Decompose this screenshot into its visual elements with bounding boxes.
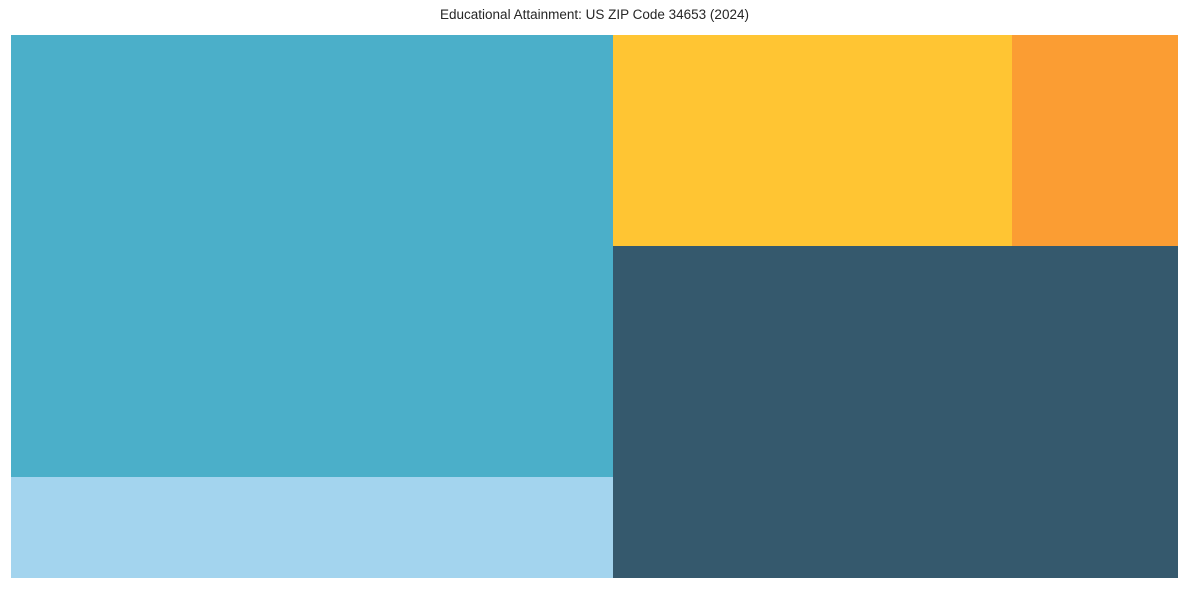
treemap-tile[interactable]: Bachelor's degree — [612, 35, 1012, 246]
treemap-tile[interactable]: Associate's degree — [11, 477, 613, 578]
treemap-plot-area: High school graduate (includes equivalen… — [11, 35, 1178, 578]
treemap-tile[interactable]: High school graduate (includes equivalen… — [11, 35, 613, 477]
treemap-tile[interactable]: Some college, no degree — [612, 246, 1178, 578]
treemap-tile[interactable]: Graduate or professional degree — [1011, 35, 1178, 246]
chart-title: Educational Attainment: US ZIP Code 3465… — [440, 7, 749, 22]
